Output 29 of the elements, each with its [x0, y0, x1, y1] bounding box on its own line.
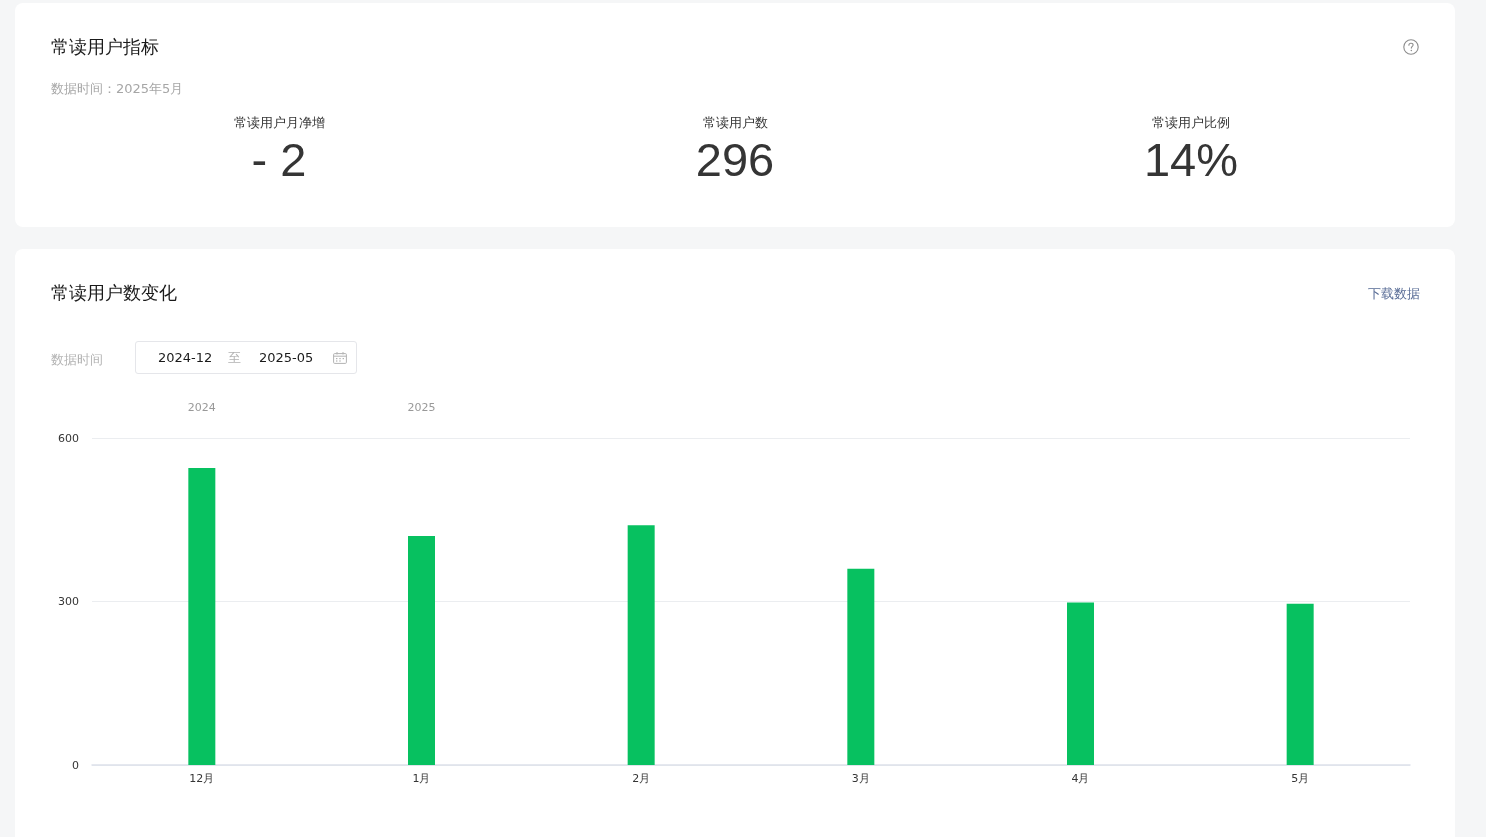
chart-title: 常读用户数变化	[51, 282, 177, 304]
bar	[1286, 603, 1314, 765]
y-tick-label: 0	[72, 758, 79, 772]
text: 常读用户指标	[51, 36, 159, 58]
x-tick-label: 2月	[632, 772, 651, 785]
x-tick-label: 4月	[1071, 772, 1090, 785]
data-label: - 2	[250, 133, 308, 187]
download-link: 下载数据	[1368, 286, 1420, 302]
x-tick-label: 5月	[1291, 772, 1310, 785]
date-range-field: 2024-12 至 2025-05	[135, 341, 357, 374]
bar	[188, 467, 216, 765]
text: 2024	[187, 400, 216, 414]
category-label: 常读用户数	[701, 115, 769, 131]
category-label: 常读用户月净增	[232, 115, 326, 131]
bar	[847, 568, 875, 765]
category-label: 常读用户比例	[1151, 115, 1231, 131]
text: 数据时间：2025年5月	[51, 81, 184, 97]
text: 2025	[407, 400, 436, 414]
bar	[627, 525, 655, 765]
y-tick-label: 300	[58, 595, 79, 608]
bar	[1067, 602, 1094, 765]
x-tick-label: 12月	[189, 772, 215, 785]
text: 数据时间	[51, 352, 103, 368]
bar	[408, 536, 435, 765]
x-tick-label: 1月	[412, 772, 431, 785]
y-tick-label: 600	[58, 431, 79, 445]
x-tick-label: 3月	[851, 772, 870, 785]
data-label: 14%	[1142, 133, 1240, 187]
data-label: 296	[694, 133, 776, 187]
